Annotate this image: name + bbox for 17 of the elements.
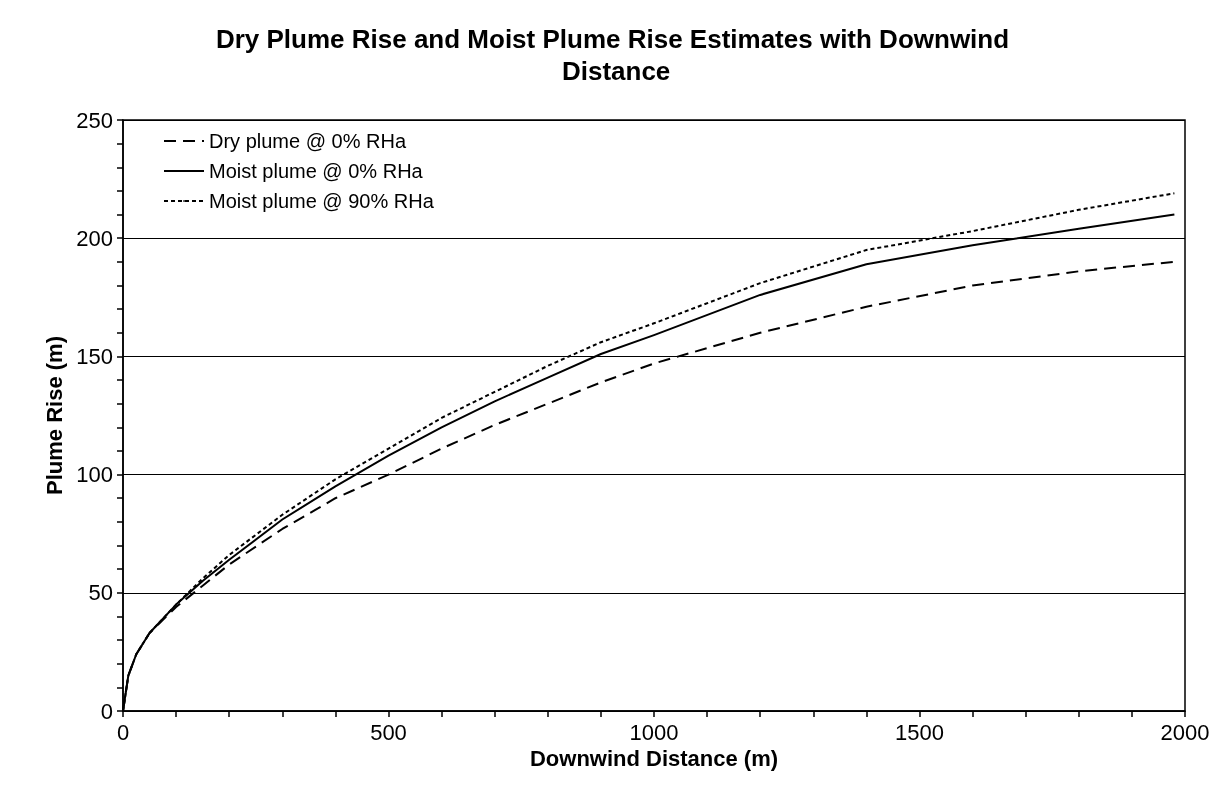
x-tick-label: 1500 (895, 719, 944, 745)
x-axis-title: Downwind Distance (m) (529, 746, 779, 772)
chart-title: Dry Plume Rise and Moist Plume Rise Estimates with Downwind Distance (215, 24, 1010, 86)
y-tick-label: 100 (76, 462, 113, 488)
x-tick-label: 1000 (629, 719, 679, 745)
y-tick-label: 0 (100, 698, 113, 724)
y-tick-label: 200 (76, 225, 113, 251)
legend-label: Moist plume @ 0% RHa (209, 160, 424, 182)
legend-label: Dry plume @ 0% RHa (209, 130, 407, 152)
y-tick-label: 250 (76, 107, 113, 133)
x-tick-label: 0 (116, 719, 130, 745)
y-tick-label: 150 (76, 343, 113, 369)
x-tick-label: 500 (370, 719, 407, 745)
legend-label: Moist plume @ 90% RHa (209, 190, 435, 212)
y-tick-label: 50 (88, 580, 113, 606)
x-tick-label: 2000 (1160, 719, 1210, 745)
y-axis-title: Plume Rise (m) (41, 336, 67, 495)
